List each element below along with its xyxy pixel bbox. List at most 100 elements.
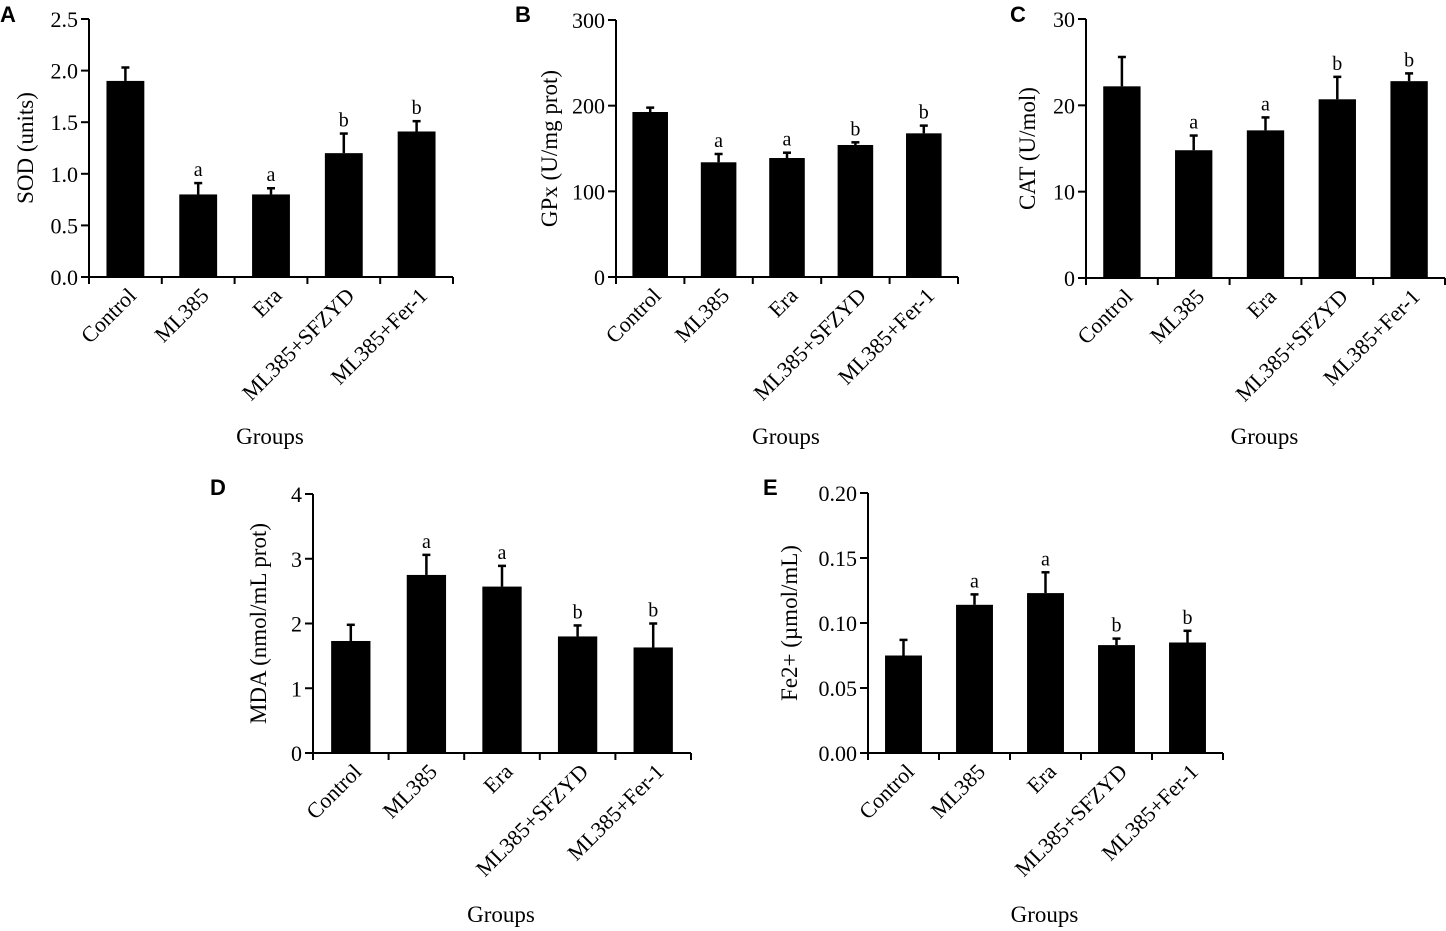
y-tick-label: 0 (594, 265, 605, 290)
significance-label: a (783, 129, 792, 151)
bar-control (1103, 86, 1141, 278)
bar-era (252, 194, 290, 277)
bar-ml385-sfzyd (324, 153, 363, 277)
y-tick-label: 0.0 (51, 265, 79, 290)
significance-label: b (412, 97, 422, 119)
category-label: Era (1242, 284, 1281, 323)
bar-ml385-fer-1 (397, 131, 436, 277)
significance-label: b (1183, 607, 1193, 629)
y-tick-label: 2 (291, 612, 302, 637)
panel-b: B0100200300ControlaML385aErabML385+SFZYD… (515, 2, 959, 449)
category-label: Control (1072, 284, 1137, 349)
y-tick-label: 100 (572, 179, 605, 204)
significance-label: b (648, 600, 658, 622)
y-tick-label: 20 (1053, 93, 1075, 118)
y-tick-label: 1.0 (51, 162, 79, 187)
category-label: Era (763, 283, 802, 322)
category-label: Control (601, 283, 666, 348)
significance-label: b (339, 110, 349, 132)
category-label: ML385 (670, 283, 734, 347)
panel-a: A0.00.51.01.52.02.5ControlaML385aErabML3… (0, 2, 454, 449)
panel-letter: A (0, 2, 16, 27)
y-tick-label: 0.05 (819, 676, 858, 701)
panel-letter: B (515, 2, 531, 27)
category-label: Control (301, 759, 366, 824)
panel-d: D01234ControlaML385aErabML385+SFZYDbML38… (210, 475, 692, 927)
category-label: Era (1022, 759, 1061, 798)
bar-ml385 (179, 194, 218, 277)
x-axis-title: Groups (1231, 424, 1299, 449)
category-label: ML385 (1145, 284, 1209, 348)
significance-label: b (850, 118, 860, 140)
x-axis-title: Groups (236, 424, 304, 449)
y-axis-title: CAT (U/mol) (1015, 87, 1040, 210)
significance-label: a (194, 159, 203, 181)
bar-era (1246, 130, 1285, 278)
category-label: Control (854, 759, 919, 824)
bar-control (331, 640, 371, 753)
x-axis-title: Groups (467, 902, 535, 927)
significance-label: a (970, 570, 979, 592)
bar-era (482, 586, 522, 753)
x-axis-title: Groups (1011, 902, 1079, 927)
bar-ml385-sfzyd (1098, 645, 1135, 753)
significance-label: a (1041, 548, 1050, 570)
significance-label: b (1112, 615, 1122, 637)
category-label: Control (76, 283, 141, 348)
y-axis-title: GPx (U/mg prot) (537, 70, 562, 227)
significance-label: a (1261, 93, 1270, 115)
panel-letter: C (1010, 2, 1026, 27)
y-tick-label: 0.20 (819, 481, 858, 506)
y-axis-title: SOD (units) (13, 92, 38, 204)
bar-ml385 (700, 162, 737, 277)
bar-ml385 (406, 574, 447, 753)
significance-label: a (1189, 112, 1198, 134)
category-label: Era (478, 759, 517, 798)
panel-c: C0102030ControlaML385aErabML385+SFZYDbML… (1010, 2, 1446, 449)
category-label: ML385 (149, 283, 213, 347)
bar-ml385-fer-1 (1390, 81, 1428, 278)
category-label: ML385 (378, 759, 442, 823)
bar-ml385-sfzyd (1318, 99, 1356, 278)
significance-label: b (1332, 53, 1342, 75)
significance-label: a (498, 542, 507, 564)
y-tick-label: 0.15 (819, 546, 858, 571)
y-axis-title: MDA (nmol/mL prot) (246, 523, 271, 724)
bar-ml385 (956, 604, 993, 753)
category-label: Era (247, 283, 286, 322)
bar-ml385-sfzyd (837, 144, 874, 277)
bar-ml385-fer-1 (1169, 642, 1206, 753)
y-tick-label: 0 (1064, 266, 1075, 291)
significance-label: a (422, 531, 431, 553)
y-tick-label: 0.5 (51, 213, 79, 238)
x-axis-title: Groups (752, 424, 820, 449)
y-tick-label: 10 (1053, 180, 1075, 205)
significance-label: b (573, 601, 583, 623)
bar-ml385 (1175, 150, 1213, 278)
bar-ml385-fer-1 (906, 133, 942, 277)
y-tick-label: 30 (1053, 7, 1075, 32)
bar-control (106, 80, 145, 277)
y-tick-label: 200 (572, 94, 605, 119)
y-tick-label: 0.00 (819, 741, 858, 766)
y-tick-label: 300 (572, 8, 605, 33)
panel-letter: E (763, 475, 778, 500)
y-tick-label: 4 (291, 482, 302, 507)
panel-letter: D (210, 475, 226, 500)
bar-control (885, 655, 922, 753)
y-tick-label: 2.0 (51, 59, 79, 84)
y-tick-label: 0.10 (819, 611, 858, 636)
bar-era (769, 158, 805, 277)
category-label: ML385 (926, 759, 990, 823)
significance-label: a (714, 130, 723, 152)
bar-ml385-sfzyd (557, 636, 598, 753)
significance-label: b (1404, 49, 1414, 71)
y-tick-label: 0 (291, 741, 302, 766)
panel-e: E0.000.050.100.150.20ControlaML385aErabM… (763, 475, 1224, 927)
significance-label: a (267, 164, 276, 186)
bar-ml385-fer-1 (633, 647, 673, 753)
y-tick-label: 1.5 (51, 110, 79, 135)
bar-era (1027, 593, 1064, 753)
y-axis-title: Fe2+ (µmol/mL) (777, 545, 802, 701)
